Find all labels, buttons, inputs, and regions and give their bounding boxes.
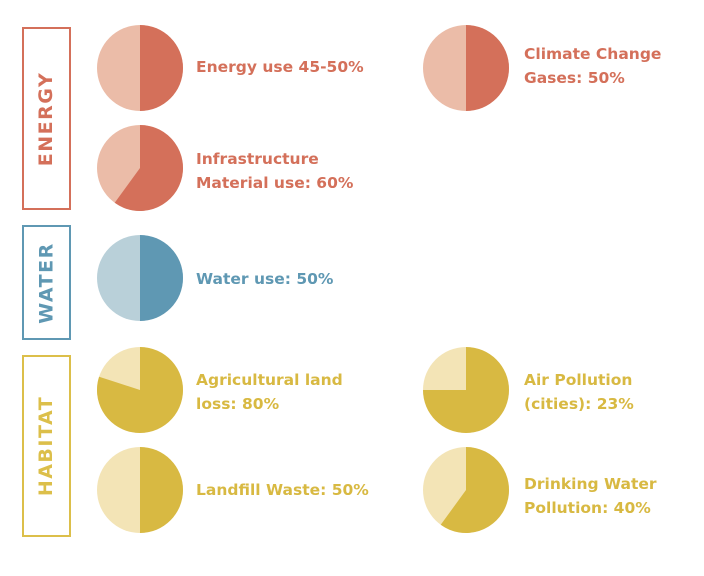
pie-label: Water use: 50% bbox=[196, 267, 333, 291]
energy-group-box: ENERGY bbox=[22, 27, 71, 210]
pie-value-slice bbox=[423, 347, 509, 433]
pie-chart-3 bbox=[96, 124, 184, 212]
energy-group-label: ENERGY bbox=[35, 71, 58, 166]
pie-label: Climate Change Gases: 50% bbox=[524, 42, 661, 90]
pie-svg bbox=[97, 447, 183, 533]
pie-label: Air Pollution (cities): 23% bbox=[524, 368, 634, 416]
pie-value-slice bbox=[114, 125, 184, 211]
pie-svg bbox=[97, 25, 183, 111]
pie-chart-7 bbox=[96, 446, 184, 534]
pie-label: Infrastructure Material use: 60% bbox=[196, 147, 353, 195]
pie-label-line: Energy use 45-50% bbox=[196, 58, 364, 76]
pie-svg bbox=[97, 125, 184, 211]
pie-label-line: loss: 80% bbox=[196, 395, 280, 413]
pie-value-slice bbox=[140, 25, 183, 111]
pie-label-line: Material use: 60% bbox=[196, 174, 354, 192]
pie-svg bbox=[97, 235, 183, 321]
pie-label-line: Climate Change bbox=[524, 45, 662, 63]
habitat-group-label: HABITAT bbox=[35, 395, 58, 497]
pie-chart-4 bbox=[96, 234, 184, 322]
pie-chart-1 bbox=[96, 24, 184, 112]
pie-chart-5 bbox=[96, 346, 184, 434]
pie-label-line: Water use: 50% bbox=[196, 270, 334, 288]
pie-svg bbox=[96, 347, 183, 433]
pie-label: Energy use 45-50% bbox=[196, 55, 364, 79]
water-group-box: WATER bbox=[22, 225, 71, 340]
pie-chart-8 bbox=[422, 446, 510, 534]
pie-label-line: Agricultural land bbox=[196, 371, 343, 389]
pie-chart-2 bbox=[422, 24, 510, 112]
pie-label-line: Pollution: 40% bbox=[524, 499, 651, 517]
pie-label-line: Drinking Water bbox=[524, 475, 657, 493]
pie-svg bbox=[423, 447, 510, 533]
habitat-group-box: HABITAT bbox=[22, 355, 71, 537]
pie-label-line: Gases: 50% bbox=[524, 69, 625, 87]
pie-label-line: Air Pollution bbox=[524, 371, 633, 389]
pie-svg bbox=[423, 25, 509, 111]
pie-value-slice bbox=[440, 447, 510, 533]
pie-value-slice bbox=[140, 235, 183, 321]
pie-label: Drinking Water Pollution: 40% bbox=[524, 472, 657, 520]
water-group-label: WATER bbox=[35, 241, 58, 324]
pie-label: Agricultural land loss: 80% bbox=[196, 368, 343, 416]
pie-label-line: Infrastructure bbox=[196, 150, 319, 168]
pie-label-line: Landfill Waste: 50% bbox=[196, 481, 369, 499]
pie-svg bbox=[423, 347, 509, 433]
pie-value-slice bbox=[96, 347, 183, 433]
pie-value-slice bbox=[140, 447, 183, 533]
pie-value-slice bbox=[466, 25, 509, 111]
pie-chart-6 bbox=[422, 346, 510, 434]
pie-label: Landfill Waste: 50% bbox=[196, 478, 369, 502]
pie-label-line: (cities): 23% bbox=[524, 395, 634, 413]
